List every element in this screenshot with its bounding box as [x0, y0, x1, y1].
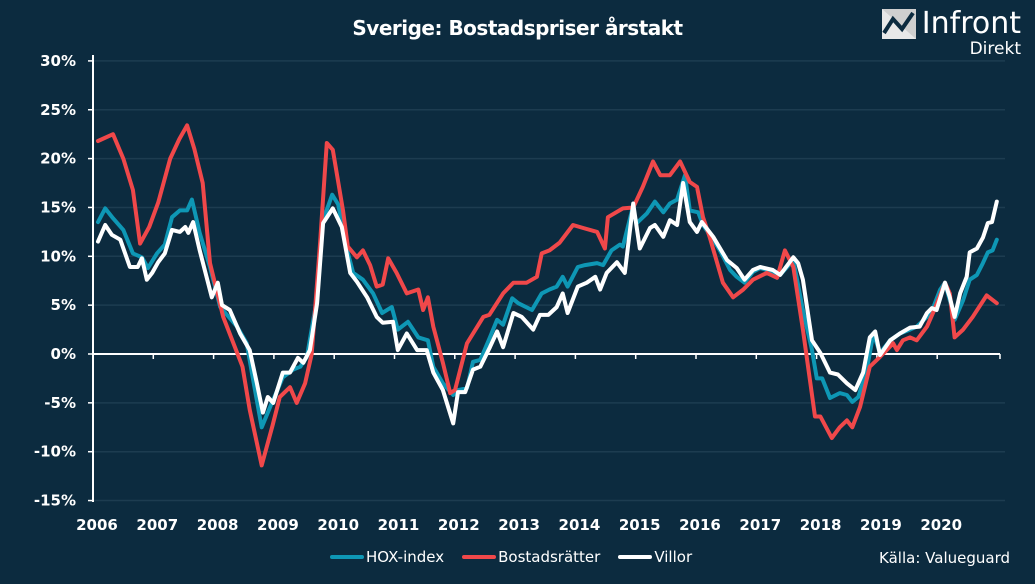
source-note: Källa: Valueguard	[879, 549, 1010, 567]
series-lines	[96, 123, 999, 468]
legend-item-hox-index: HOX-index	[330, 548, 444, 566]
y-tick-label: 0%	[51, 345, 76, 363]
x-axis-labels: 2006 2007 2008 2009 2010 2011 2012 2013 2014 2015…	[76, 516, 962, 534]
y-tick-label: -15%	[34, 492, 76, 510]
infront-direkt-logo: Infront Direkt	[881, 6, 1021, 59]
y-axis-labels: 30% 25% 20% 15% 10% 5% 0% -5% -10% -15%	[34, 52, 76, 510]
x-tick-label: 2010	[317, 516, 359, 534]
legend: HOX-index Bostadsrätter Villor	[330, 548, 692, 566]
x-tick-label: 2009	[257, 516, 299, 534]
legend-swatch-hox-index	[330, 555, 364, 559]
legend-swatch-villor	[618, 555, 653, 559]
y-tick-label: -5%	[44, 394, 76, 412]
x-tick-label: 2017	[739, 516, 781, 534]
x-tick-label: 2006	[76, 516, 118, 534]
legend-label: Bostadsrätter	[498, 548, 601, 566]
x-tick-label: 2013	[498, 516, 540, 534]
infront-logo-icon	[881, 8, 916, 39]
legend-label: HOX-index	[366, 548, 445, 566]
legend-item-villor: Villor	[618, 548, 692, 566]
y-tick-label: -10%	[34, 443, 76, 461]
axes	[88, 55, 1001, 502]
x-tick-label: 2012	[438, 516, 480, 534]
x-tick-label: 2016	[679, 516, 721, 534]
legend-swatch-bostadsratter	[462, 555, 497, 559]
x-tick-label: 2008	[197, 516, 239, 534]
x-tick-label: 2015	[619, 516, 661, 534]
series-line-bostadsr-tter	[96, 123, 999, 468]
logo-brand-text: Infront	[921, 6, 1021, 41]
y-tick-label: 25%	[40, 101, 76, 119]
chart-title: Sverige: Bostadspriser årstakt	[352, 16, 683, 40]
y-tick-label: 30%	[40, 52, 76, 70]
series-line-hox-index	[96, 173, 999, 430]
x-tick-label: 2011	[378, 516, 420, 534]
legend-item-bostadsratter: Bostadsrätter	[462, 548, 600, 566]
legend-label: Villor	[654, 548, 693, 566]
x-tick-label: 2018	[800, 516, 842, 534]
gridlines	[93, 60, 1005, 502]
y-tick-label: 5%	[51, 296, 76, 314]
x-tick-label: 2014	[559, 516, 601, 534]
y-tick-label: 10%	[40, 247, 76, 265]
y-tick-label: 15%	[40, 198, 76, 216]
x-tick-label: 2007	[136, 516, 178, 534]
logo-sub-text: Direkt	[969, 39, 1021, 59]
x-tick-label: 2020	[920, 516, 962, 534]
series-line-villor	[96, 181, 999, 426]
x-tick-label: 2019	[860, 516, 902, 534]
y-tick-label: 20%	[40, 150, 76, 168]
